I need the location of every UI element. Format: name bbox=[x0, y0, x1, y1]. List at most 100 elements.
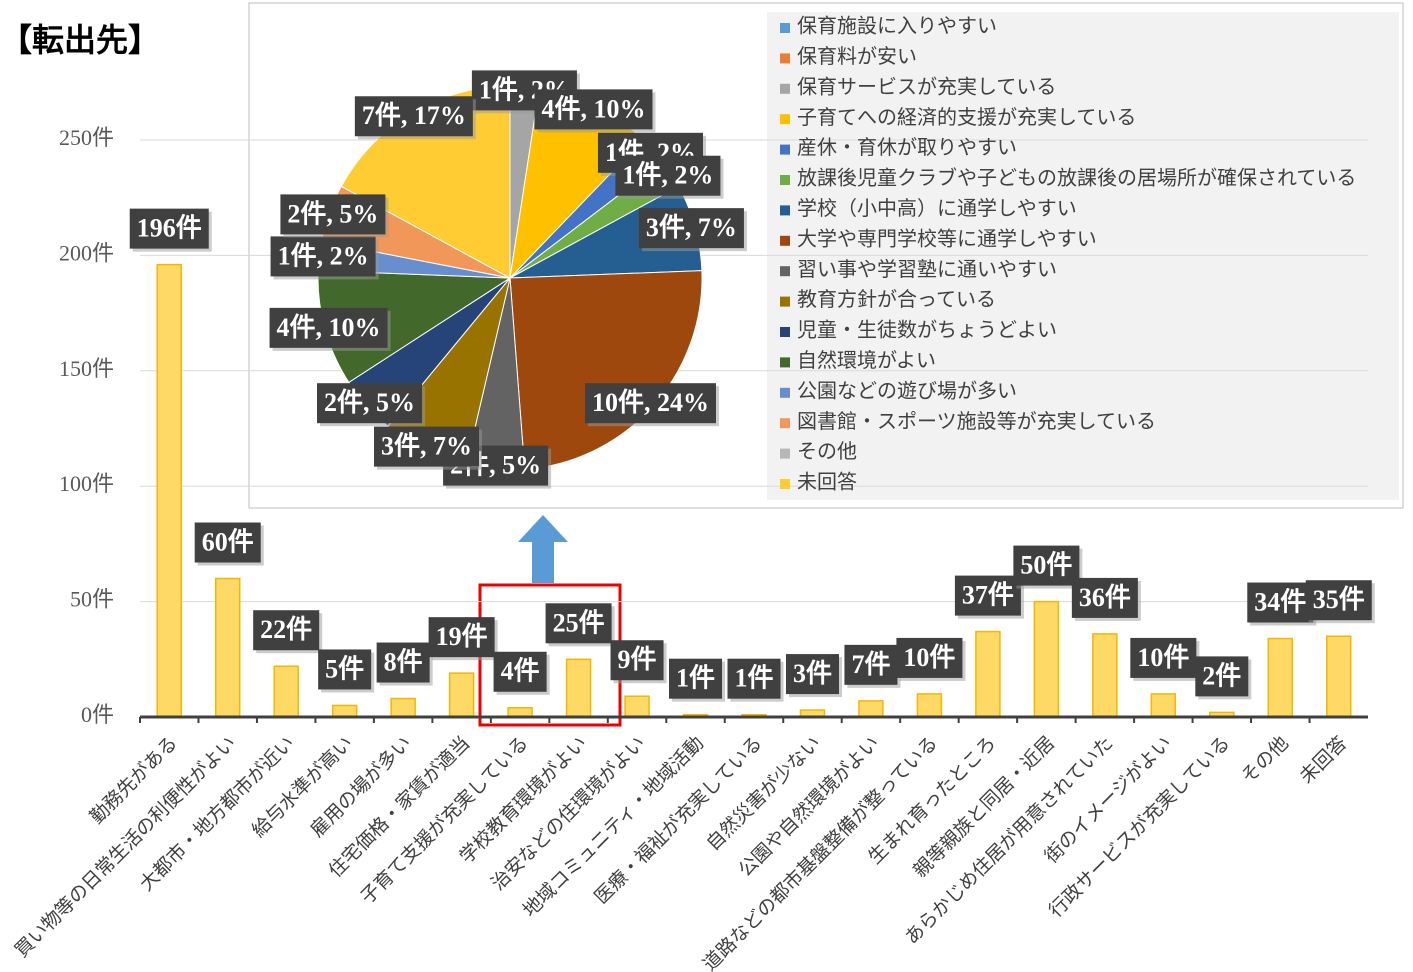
bar bbox=[1092, 633, 1118, 718]
data-label: 50件 bbox=[1020, 551, 1072, 580]
data-label-box bbox=[534, 89, 653, 130]
data-label-box bbox=[545, 603, 612, 644]
legend-label: 保育料が安い bbox=[797, 45, 917, 68]
data-label-box bbox=[270, 236, 376, 277]
data-label: 37件 bbox=[962, 581, 1014, 610]
legend-swatch bbox=[780, 205, 790, 216]
legend-label: 放課後児童クラブや子どもの放課後の居場所が確保されている bbox=[797, 166, 1356, 190]
legend-label: 習い事や学習塾に通いやすい bbox=[797, 258, 1057, 281]
legend-label: 公園などの遊び場が多い bbox=[797, 379, 1017, 402]
data-label-box bbox=[669, 658, 723, 699]
data-label-box bbox=[318, 649, 372, 690]
bar bbox=[975, 630, 1001, 718]
data-label: 9件 bbox=[618, 645, 657, 674]
y-tick-label: 150件 bbox=[59, 356, 114, 381]
y-tick-label: 200件 bbox=[59, 240, 114, 265]
y-tick-label: 50件 bbox=[70, 587, 114, 612]
data-label: 19件 bbox=[436, 622, 488, 651]
data-label-box bbox=[1130, 637, 1197, 678]
data-label-box bbox=[1247, 582, 1314, 623]
data-label: 35件 bbox=[1313, 585, 1365, 614]
data-label: 1件, 2% bbox=[278, 241, 369, 270]
legend-swatch bbox=[780, 144, 790, 155]
legend-label: 保育施設に入りやすい bbox=[797, 15, 997, 38]
legend-swatch bbox=[780, 448, 790, 459]
legend-label: その他 bbox=[797, 440, 857, 463]
legend-label: 未回答 bbox=[797, 471, 857, 494]
data-label: 1件 bbox=[676, 664, 715, 693]
data-label-box bbox=[1071, 577, 1138, 618]
data-label: 8件 bbox=[384, 648, 423, 677]
data-label-box bbox=[615, 155, 721, 196]
x-tick-label: その他 bbox=[1237, 732, 1293, 788]
x-tick-label: 未回答 bbox=[1296, 732, 1352, 788]
bar bbox=[156, 263, 182, 718]
data-label-box bbox=[280, 194, 386, 235]
data-label: 10件, 24% bbox=[592, 388, 709, 417]
x-tick-label: 買い物等の日常生活の利便性がよい bbox=[10, 732, 240, 962]
data-label-box bbox=[428, 617, 495, 658]
y-tick-label: 100件 bbox=[59, 471, 114, 496]
data-label-box bbox=[354, 96, 473, 137]
bar bbox=[214, 577, 241, 718]
data-label: 60件 bbox=[202, 527, 254, 556]
data-label: 7件 bbox=[851, 650, 890, 679]
data-label-box bbox=[896, 637, 963, 678]
data-label-box bbox=[253, 610, 320, 651]
legend-swatch bbox=[780, 479, 790, 489]
data-label-box bbox=[610, 640, 664, 681]
bar bbox=[448, 672, 475, 718]
bar bbox=[1150, 693, 1177, 718]
data-label-box bbox=[317, 383, 423, 424]
bar bbox=[624, 695, 650, 718]
data-label-box bbox=[1195, 656, 1249, 697]
x-tick-label: 給与水準が高い bbox=[248, 732, 358, 842]
data-label: 7件, 17% bbox=[362, 101, 466, 130]
data-label: 34件 bbox=[1254, 587, 1306, 616]
bar bbox=[390, 697, 416, 718]
legend-label: 図書館・スポーツ施設等が充実している bbox=[797, 410, 1156, 433]
data-label: 4件, 10% bbox=[541, 94, 645, 123]
data-label-box bbox=[1305, 580, 1372, 621]
data-label-box bbox=[785, 654, 839, 695]
data-label: 3件 bbox=[793, 659, 832, 688]
data-label: 1件 bbox=[734, 664, 773, 693]
legend-swatch bbox=[780, 235, 790, 246]
data-label: 22件 bbox=[260, 615, 312, 644]
bar bbox=[1033, 600, 1060, 718]
data-label-box bbox=[584, 383, 716, 424]
bar bbox=[858, 700, 884, 718]
data-label: 2件, 5% bbox=[287, 199, 378, 228]
data-label-box bbox=[727, 658, 781, 699]
legend-swatch bbox=[780, 357, 790, 368]
data-label-box bbox=[269, 307, 388, 348]
legend-label: 保育サービスが充実している bbox=[797, 75, 1056, 98]
x-tick-label: 雇用の場が多い bbox=[306, 732, 416, 842]
data-label: 3件, 7% bbox=[646, 213, 737, 242]
data-label-box bbox=[194, 522, 261, 563]
data-label-box bbox=[376, 642, 430, 683]
data-label-box bbox=[493, 651, 547, 692]
legend-swatch bbox=[780, 114, 790, 125]
data-label: 4件, 10% bbox=[277, 313, 381, 342]
legend-label: 産休・育休が取りやすい bbox=[797, 136, 1017, 159]
legend-swatch bbox=[780, 266, 790, 277]
data-label: 10件 bbox=[1137, 643, 1189, 672]
legend-swatch bbox=[780, 418, 790, 429]
data-label-box bbox=[638, 208, 744, 249]
legend-swatch bbox=[780, 83, 790, 94]
data-label: 1件, 2% bbox=[622, 161, 713, 190]
legend-label: 教育方針が合っている bbox=[797, 288, 996, 311]
data-label: 4件 bbox=[501, 657, 540, 686]
y-tick-label: 250件 bbox=[59, 125, 114, 150]
legend-swatch bbox=[780, 23, 790, 33]
legend-swatch bbox=[780, 296, 790, 307]
legend-swatch bbox=[780, 327, 790, 337]
legend-label: 子育てへの経済的支援が充実している bbox=[797, 106, 1136, 129]
y-tick-label: 0件 bbox=[81, 702, 114, 727]
legend-swatch bbox=[780, 175, 790, 185]
legend-swatch bbox=[780, 53, 790, 64]
chart-title: 【転出先】 bbox=[0, 21, 160, 59]
data-label: 5件 bbox=[325, 654, 364, 683]
